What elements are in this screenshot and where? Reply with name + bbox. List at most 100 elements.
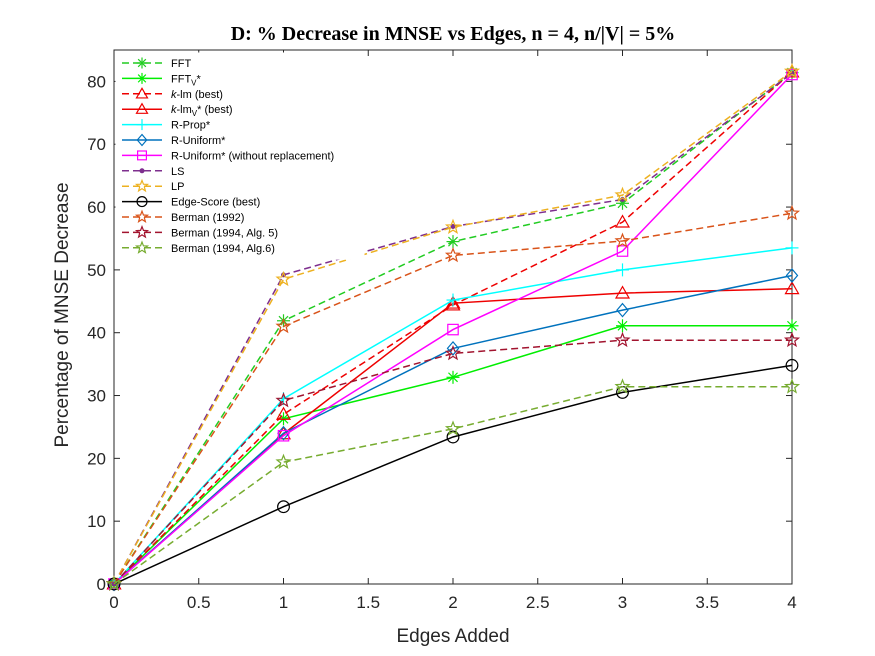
data-point	[614, 285, 631, 299]
data-point	[445, 297, 461, 311]
legend-item: LS	[122, 166, 184, 178]
data-point	[783, 378, 801, 394]
x-tick-label: 2.5	[526, 593, 550, 612]
y-tick-label: 80	[87, 72, 106, 91]
legend-item: FFT	[122, 57, 191, 70]
y-tick-label: 10	[87, 512, 106, 531]
y-tick-label: 50	[87, 261, 106, 280]
series-line	[113, 70, 793, 585]
data-point	[614, 232, 631, 248]
data-point	[446, 293, 460, 307]
data-point	[277, 429, 290, 442]
data-point	[277, 500, 290, 514]
data-point	[616, 263, 629, 277]
data-point	[784, 281, 800, 295]
chart-title: D: % Decrease in MNSE vs Edges, n = 4, n…	[231, 23, 676, 45]
x-tick-label: 3.5	[695, 593, 719, 612]
data-point	[135, 102, 149, 114]
data-point	[139, 168, 145, 174]
y-tick-label: 70	[87, 135, 106, 154]
y-tick-label: 60	[87, 198, 106, 217]
data-point	[446, 340, 460, 356]
y-tick-label: 40	[87, 324, 106, 343]
legend-label: FFTV*	[171, 73, 202, 87]
data-point	[785, 358, 799, 372]
data-point	[444, 218, 462, 235]
data-point	[105, 575, 123, 591]
data-point	[136, 57, 148, 69]
data-point	[134, 224, 150, 239]
x-tick-label: 2	[448, 593, 457, 612]
data-point	[444, 420, 462, 436]
legend-item: R-Uniform* (without replacement)	[122, 150, 334, 162]
series-11	[105, 331, 801, 591]
data-point	[785, 319, 799, 333]
legend-label: R-Uniform* (without replacement)	[171, 150, 334, 162]
legend-label: R-Uniform*	[171, 135, 226, 147]
series-line	[113, 274, 793, 585]
data-point	[135, 87, 149, 99]
data-point	[783, 62, 801, 79]
y-tick-label: 30	[87, 387, 106, 406]
y-tick-label: 20	[87, 449, 106, 468]
legend-label: k-lmV* (best)	[171, 104, 233, 118]
legend-label: R-Prop*	[171, 120, 211, 132]
data-point	[444, 344, 462, 361]
data-point	[275, 406, 292, 420]
data-point	[616, 302, 629, 318]
legend-item: Berman (1992)	[122, 209, 244, 224]
legend-item: k-lm (best)	[122, 87, 223, 101]
x-tick-label: 1	[279, 593, 288, 612]
legend-label: Berman (1994, Alg.6)	[171, 243, 275, 255]
data-point	[446, 370, 460, 384]
legend-item: LP	[122, 178, 184, 193]
legend-item: FFTV*	[122, 72, 202, 87]
data-point	[785, 241, 799, 255]
data-point	[783, 331, 801, 348]
data-point	[275, 453, 292, 469]
series-layer	[105, 62, 801, 592]
y-axis-label: Percentage of MNSE Decrease	[52, 182, 73, 447]
legend-label: LS	[171, 166, 184, 178]
series-12	[105, 378, 801, 591]
data-point	[614, 378, 631, 394]
legend-item: Berman (1994, Alg.6)	[122, 240, 275, 255]
legend-item: R-Uniform*	[122, 133, 226, 147]
data-point	[275, 270, 292, 287]
x-tick-label: 0.5	[187, 593, 211, 612]
data-point	[137, 150, 148, 161]
data-point	[136, 133, 148, 147]
data-point	[614, 214, 631, 228]
legend-label: Berman (1992)	[171, 212, 244, 224]
legend-label: Edge-Score (best)	[171, 197, 260, 209]
data-point	[136, 119, 148, 131]
series-line	[113, 73, 793, 585]
legend-item: Berman (1994, Alg. 5)	[122, 224, 278, 239]
data-point	[614, 186, 631, 202]
data-point	[447, 323, 459, 336]
legend-label: k-lm (best)	[171, 89, 223, 101]
legend-label: Berman (1994, Alg. 5)	[171, 227, 278, 239]
data-point	[785, 268, 799, 283]
x-tick-label: 4	[787, 593, 796, 612]
data-point	[275, 392, 292, 408]
legend-item: Edge-Score (best)	[122, 196, 260, 209]
data-point	[134, 209, 150, 224]
x-tick-label: 0	[109, 593, 118, 612]
data-point	[614, 331, 631, 348]
data-point	[783, 204, 801, 221]
data-point	[446, 235, 460, 249]
x-tick-label: 1.5	[356, 593, 380, 612]
x-axis-label: Edges Added	[396, 626, 509, 647]
data-point	[136, 72, 148, 84]
data-point	[616, 245, 629, 257]
series-line	[113, 364, 793, 585]
y-tick-label: 0	[97, 575, 106, 594]
data-point	[444, 246, 462, 263]
series-line	[113, 339, 792, 585]
legend-label: FFT	[171, 58, 191, 70]
legend: FFT FFTV* k-lm (best) k-lmV* (best) R-Prop*…	[115, 52, 365, 260]
data-point	[134, 240, 150, 254]
legend-item: R-Prop*	[122, 119, 211, 132]
